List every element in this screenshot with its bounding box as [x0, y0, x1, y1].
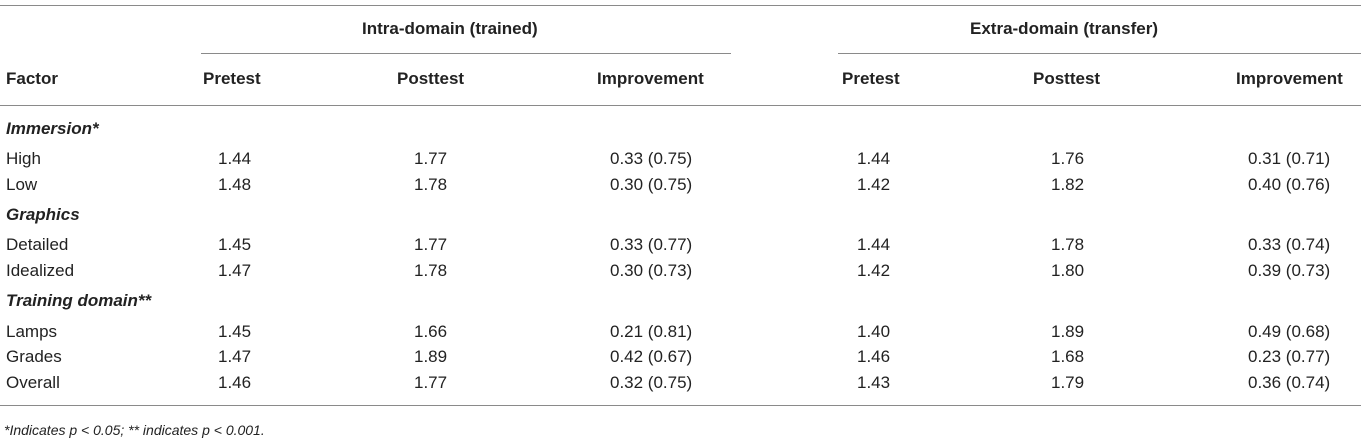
extra-posttest-cell: 1.68 — [1051, 347, 1085, 366]
column-header-extra-improvement: Improvement — [1236, 69, 1343, 88]
row-label: Detailed — [6, 235, 69, 254]
intra-posttest-cell: 1.77 — [414, 373, 448, 392]
intra-posttest-cell: 1.77 — [414, 149, 448, 168]
header-rule — [0, 105, 1361, 106]
extra-improvement-cell: 0.40 (0.76) — [1248, 175, 1331, 194]
intra-improvement-cell: 0.33 (0.75) — [610, 149, 693, 168]
extra-pretest-cell: 1.42 — [857, 261, 891, 280]
bottom-rule — [0, 405, 1361, 406]
intra-pretest-cell: 1.46 — [218, 373, 252, 392]
row-label: High — [6, 149, 41, 168]
extra-posttest-cell: 1.78 — [1051, 235, 1085, 254]
intra-improvement-cell: 0.42 (0.67) — [610, 347, 693, 366]
intra-improvement-cell: 0.32 (0.75) — [610, 373, 693, 392]
row-label: Grades — [6, 347, 62, 366]
intra-domain-underline — [201, 53, 731, 54]
table-footnote: *Indicates p < 0.05; ** indicates p < 0.… — [4, 422, 265, 438]
group-header-extra: Extra-domain (transfer) — [970, 19, 1158, 38]
row-label: Lamps — [6, 322, 58, 341]
extra-improvement-cell: 0.36 (0.74) — [1248, 373, 1331, 392]
intra-posttest-cell: 1.78 — [414, 175, 448, 194]
top-rule — [0, 5, 1361, 6]
extra-posttest-cell: 1.76 — [1051, 149, 1085, 168]
intra-posttest-cell: 1.89 — [414, 347, 448, 366]
row-label: Low — [6, 175, 38, 194]
intra-pretest-cell: 1.45 — [218, 235, 252, 254]
intra-pretest-cell: 1.44 — [218, 149, 252, 168]
extra-improvement-cell: 0.31 (0.71) — [1248, 149, 1331, 168]
extra-pretest-cell: 1.43 — [857, 373, 891, 392]
column-header-intra-improvement: Improvement — [597, 69, 704, 88]
extra-improvement-cell: 0.39 (0.73) — [1248, 261, 1331, 280]
extra-posttest-cell: 1.79 — [1051, 373, 1085, 392]
intra-improvement-cell: 0.33 (0.77) — [610, 235, 693, 254]
intra-posttest-cell: 1.66 — [414, 322, 448, 341]
row-label: Overall — [6, 373, 60, 392]
intra-pretest-cell: 1.48 — [218, 175, 252, 194]
extra-pretest-cell: 1.42 — [857, 175, 891, 194]
intra-improvement-cell: 0.30 (0.75) — [610, 175, 693, 194]
extra-improvement-cell: 0.49 (0.68) — [1248, 322, 1331, 341]
column-header-extra-pretest: Pretest — [842, 69, 900, 88]
intra-pretest-cell: 1.45 — [218, 322, 252, 341]
extra-pretest-cell: 1.44 — [857, 149, 891, 168]
extra-posttest-cell: 1.82 — [1051, 175, 1085, 194]
extra-posttest-cell: 1.80 — [1051, 261, 1085, 280]
group-header-intra: Intra-domain (trained) — [362, 19, 538, 38]
column-header-extra-posttest: Posttest — [1033, 69, 1101, 88]
section-label-training-domain: Training domain** — [6, 291, 152, 310]
extra-improvement-cell: 0.23 (0.77) — [1248, 347, 1331, 366]
intra-improvement-cell: 0.21 (0.81) — [610, 322, 693, 341]
extra-domain-underline — [838, 53, 1361, 54]
column-header-intra-pretest: Pretest — [203, 69, 261, 88]
section-label-immersion: Immersion* — [6, 119, 99, 138]
intra-posttest-cell: 1.78 — [414, 261, 448, 280]
intra-pretest-cell: 1.47 — [218, 347, 252, 366]
intra-posttest-cell: 1.77 — [414, 235, 448, 254]
column-header-intra-posttest: Posttest — [397, 69, 465, 88]
extra-pretest-cell: 1.46 — [857, 347, 891, 366]
row-label: Idealized — [6, 261, 75, 280]
column-header-factor: Factor — [6, 69, 58, 88]
section-label-graphics: Graphics — [6, 205, 80, 224]
extra-pretest-cell: 1.40 — [857, 322, 891, 341]
extra-posttest-cell: 1.89 — [1051, 322, 1085, 341]
extra-improvement-cell: 0.33 (0.74) — [1248, 235, 1331, 254]
intra-pretest-cell: 1.47 — [218, 261, 252, 280]
intra-improvement-cell: 0.30 (0.73) — [610, 261, 693, 280]
extra-pretest-cell: 1.44 — [857, 235, 891, 254]
